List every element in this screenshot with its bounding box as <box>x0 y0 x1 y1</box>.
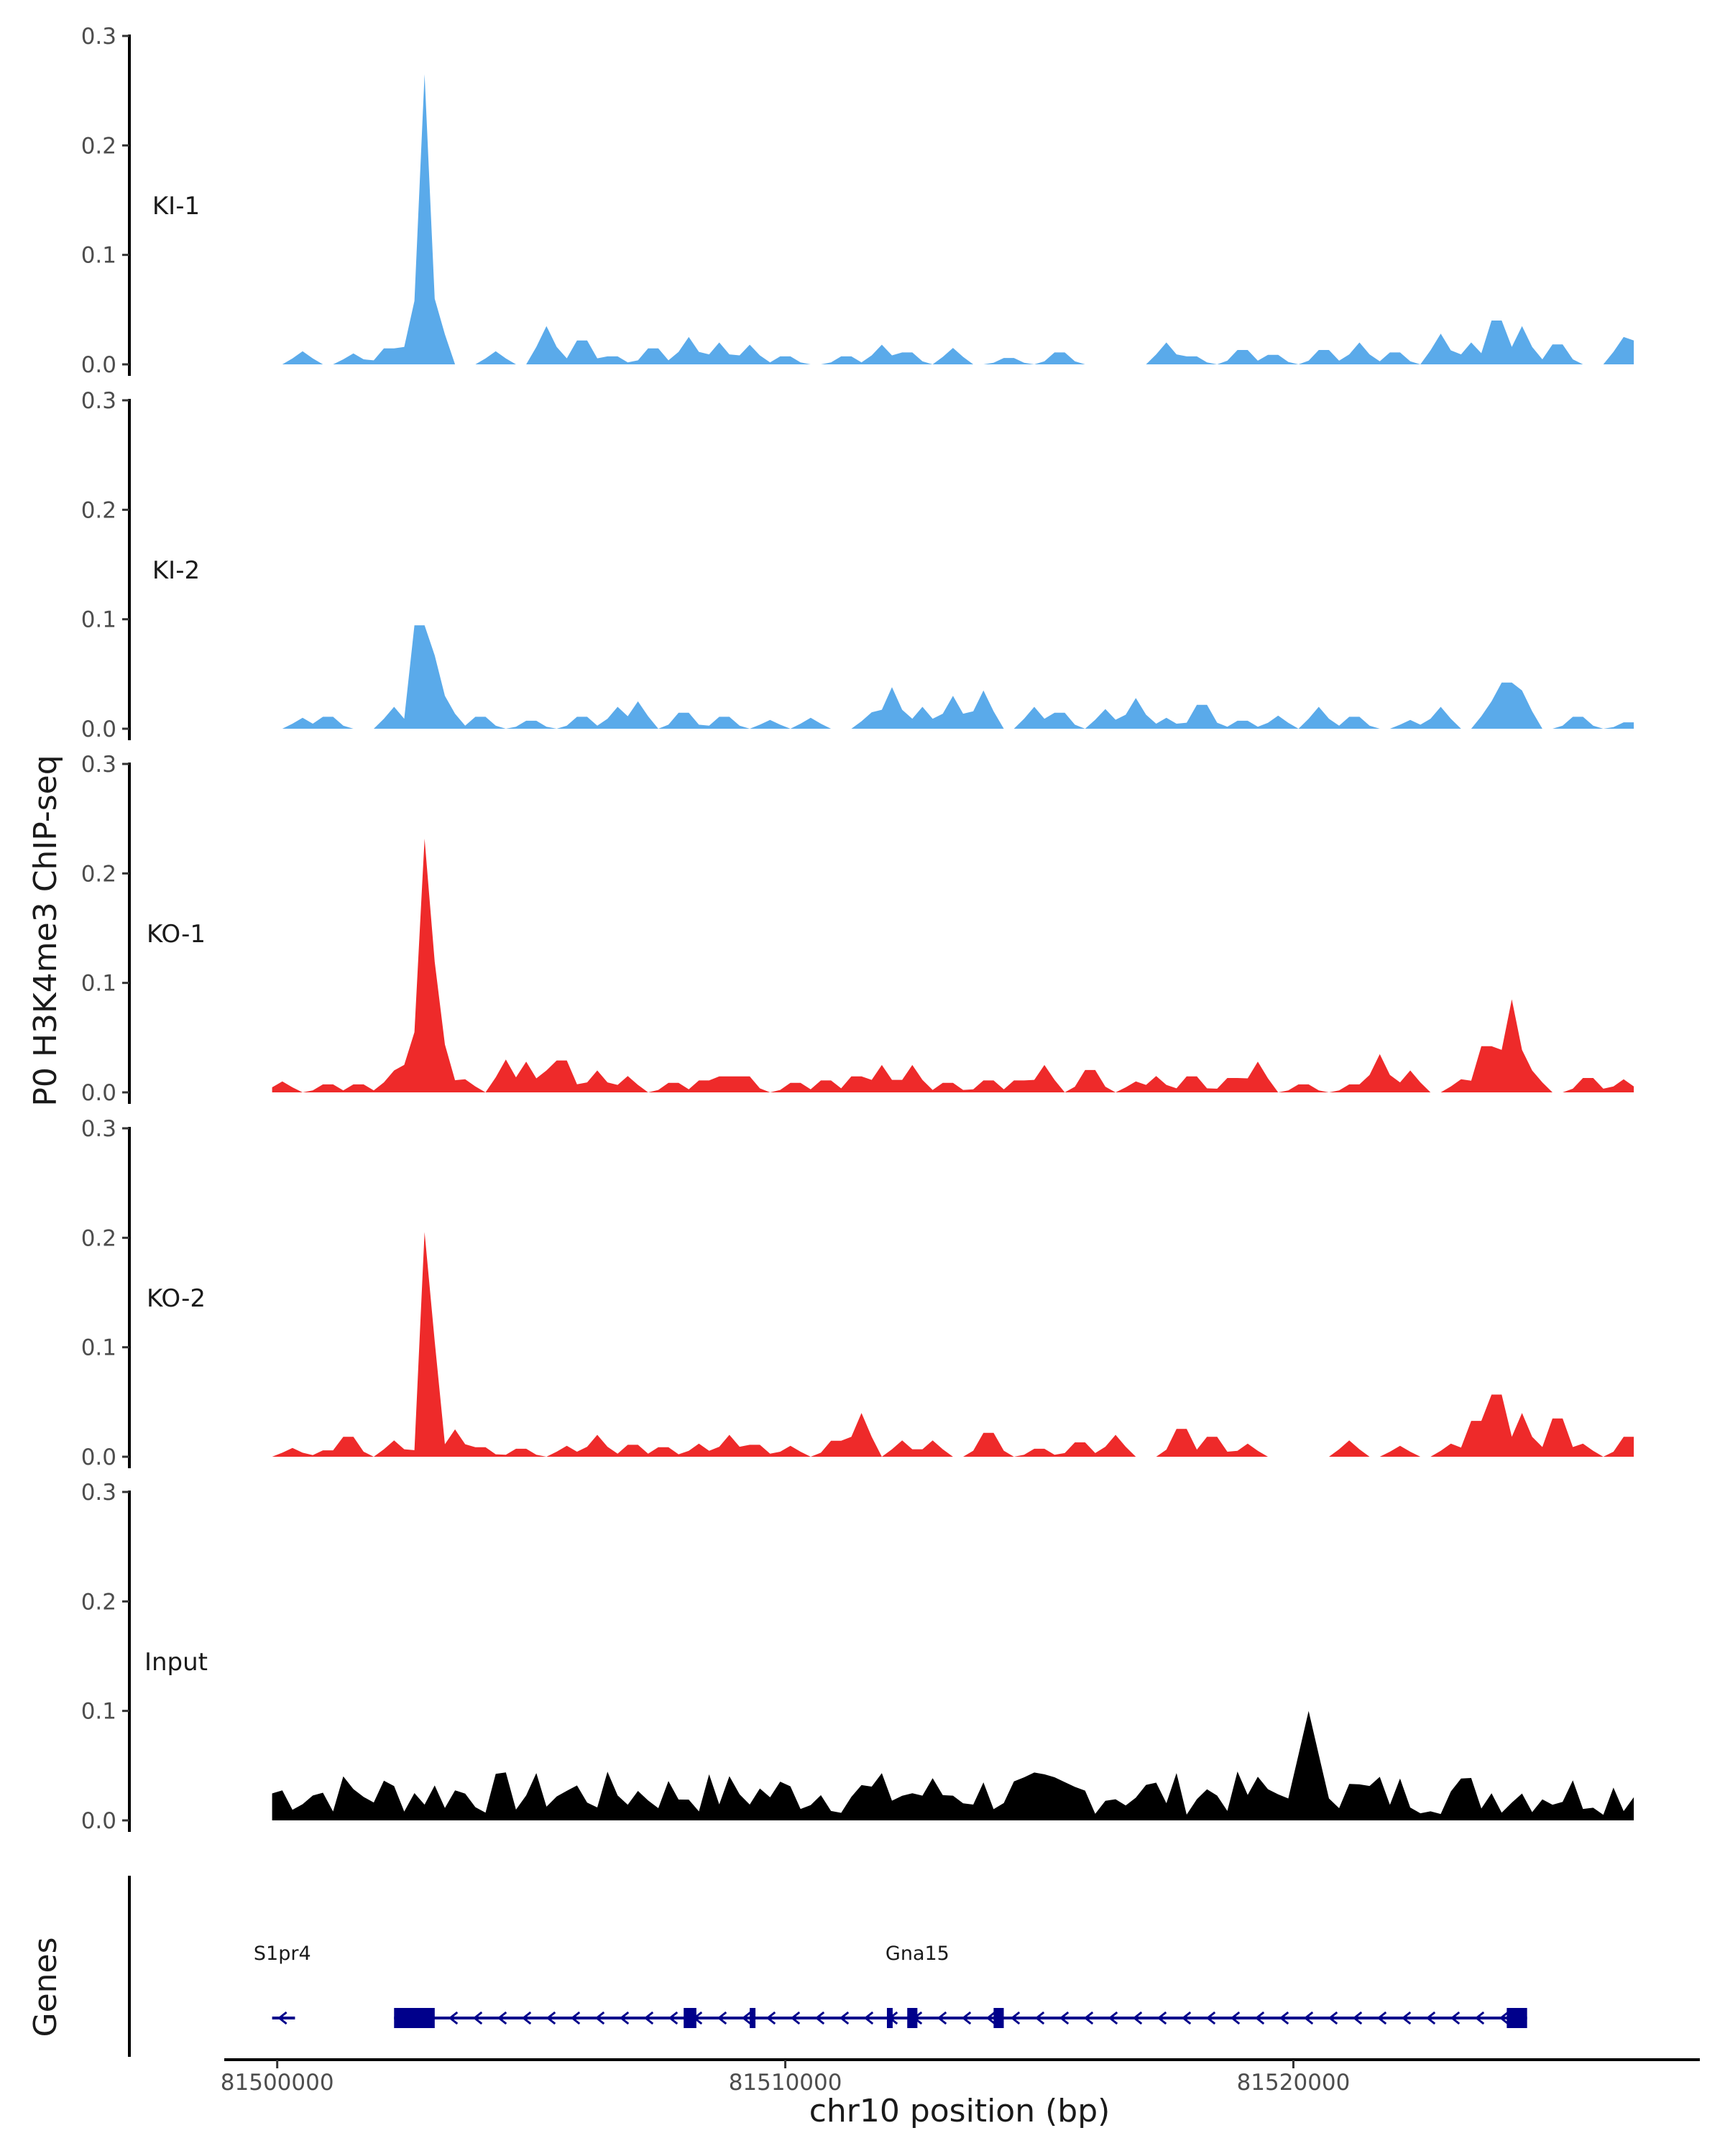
x-tick-label: 81520000 <box>1237 2070 1351 2096</box>
y-tick-label: 0.1 <box>81 1335 116 1361</box>
y-tick-label: 0.3 <box>81 1480 116 1506</box>
strand-arrow <box>863 2011 874 2025</box>
exon <box>394 2008 435 2028</box>
y-tick-label: 0.3 <box>81 752 116 778</box>
exon <box>684 2008 696 2028</box>
strand-arrow <box>1254 2011 1265 2025</box>
strand-arrow <box>1328 2011 1338 2025</box>
y-tick-label: 0.2 <box>81 1225 116 1251</box>
strand-arrow <box>1132 2011 1143 2025</box>
exon <box>1506 2008 1527 2028</box>
strand-arrow <box>594 2011 605 2025</box>
y-tick-label: 0.0 <box>81 352 116 378</box>
strand-arrow <box>497 2011 507 2025</box>
y-tick-label: 0.2 <box>81 861 116 887</box>
track-label: Input <box>144 1648 208 1677</box>
signal-area-ko-2 <box>272 1232 1634 1457</box>
track-label: KI-2 <box>152 556 200 585</box>
strand-arrow <box>1279 2011 1289 2025</box>
strand-arrow <box>1059 2011 1070 2025</box>
y-tick-label: 0.2 <box>81 1589 116 1615</box>
strand-arrow <box>619 2011 630 2025</box>
track-label: KO-1 <box>147 920 206 949</box>
exon <box>907 2008 918 2028</box>
y-tick-label: 0.3 <box>81 1116 116 1142</box>
strand-arrow <box>1156 2011 1167 2025</box>
y-tick-label: 0.2 <box>81 497 116 523</box>
strand-arrow <box>1083 2011 1094 2025</box>
strand-arrow <box>1499 2011 1509 2025</box>
x-axis: 81500000 81510000 81520000 <box>221 2058 1700 2096</box>
track-input: 0.0 0.1 0.2 0.3 Input <box>81 1480 1634 1834</box>
track-label: KI-1 <box>152 192 200 221</box>
strand-arrow <box>448 2011 459 2025</box>
strand-arrow <box>1108 2011 1118 2025</box>
y-tick-label: 0.2 <box>81 133 116 159</box>
strand-arrow <box>1205 2011 1216 2025</box>
x-axis-title: chr10 position (bp) <box>809 2093 1110 2129</box>
genes-track-label: Genes <box>27 1937 64 2037</box>
y-tick-label: 0.1 <box>81 971 116 997</box>
strand-arrow <box>1376 2011 1387 2025</box>
strand-arrow <box>1474 2011 1485 2025</box>
signal-area-input <box>272 1710 1634 1820</box>
gene-label: S1pr4 <box>254 1943 311 1965</box>
strand-arrow <box>472 2011 483 2025</box>
strand-arrow <box>668 2011 678 2025</box>
strand-arrow <box>546 2011 556 2025</box>
strand-arrow <box>790 2011 801 2025</box>
signal-area-ko-1 <box>272 839 1634 1092</box>
exon <box>886 2008 893 2028</box>
x-tick-label: 81500000 <box>221 2070 334 2096</box>
y-tick-label: 0.0 <box>81 717 116 742</box>
track-label: KO-2 <box>147 1284 206 1313</box>
y-tick-label: 0.3 <box>81 388 116 414</box>
strand-arrow <box>1352 2011 1363 2025</box>
x-tick-label: 81510000 <box>729 2070 842 2096</box>
gene-label: Gna15 <box>886 1943 949 1965</box>
y-tick-label: 0.1 <box>81 1699 116 1725</box>
strand-arrow <box>961 2011 972 2025</box>
strand-arrow <box>814 2011 825 2025</box>
signal-area-ki-2 <box>272 625 1634 729</box>
track-ko-1: 0.0 0.1 0.2 0.3 KO-1 <box>81 752 1634 1106</box>
y-tick-label: 0.1 <box>81 243 116 269</box>
strand-arrow <box>937 2011 947 2025</box>
strand-arrow <box>1010 2011 1021 2025</box>
track-ki-1: 0.0 0.1 0.2 0.3 KI-1 <box>81 24 1634 378</box>
strand-arrow <box>1181 2011 1192 2025</box>
tracks-layer: 0.00.10.20.3KI-10.00.10.20.3KI-20.00.10.… <box>81 24 1634 1834</box>
strand-arrow <box>643 2011 654 2025</box>
strand-arrow <box>1034 2011 1045 2025</box>
strand-arrow <box>1401 2011 1412 2025</box>
y-tick-label: 0.0 <box>81 1808 116 1834</box>
y-axis-title: P0 H3K4me3 ChIP-seq <box>27 755 64 1106</box>
strand-arrow <box>1425 2011 1436 2025</box>
y-tick-label: 0.3 <box>81 24 116 50</box>
track-ko-2: 0.0 0.1 0.2 0.3 KO-2 <box>81 1116 1634 1470</box>
exon <box>993 2008 1004 2028</box>
track-ki-2: 0.0 0.1 0.2 0.3 KI-2 <box>81 388 1634 742</box>
strand-arrow <box>1450 2011 1460 2025</box>
y-tick-label: 0.0 <box>81 1445 116 1470</box>
strand-arrow <box>1303 2011 1314 2025</box>
exon <box>750 2008 756 2028</box>
y-tick-label: 0.1 <box>81 607 116 633</box>
signal-area-ki-1 <box>272 74 1634 365</box>
strand-arrow <box>521 2011 532 2025</box>
strand-arrow <box>985 2011 996 2025</box>
strand-arrow <box>277 2011 288 2025</box>
strand-arrow <box>839 2011 850 2025</box>
strand-arrow <box>765 2011 776 2025</box>
strand-arrow <box>570 2011 581 2025</box>
genes-track: S1pr4 Gna15 <box>128 1876 1527 2057</box>
strand-arrow <box>717 2011 727 2025</box>
y-tick-label: 0.0 <box>81 1080 116 1106</box>
strand-arrow <box>741 2011 752 2025</box>
gene-s1pr4: S1pr4 <box>254 1943 311 2025</box>
strand-arrow <box>1230 2011 1241 2025</box>
gene-gna15: Gna15 <box>394 1943 1527 2028</box>
